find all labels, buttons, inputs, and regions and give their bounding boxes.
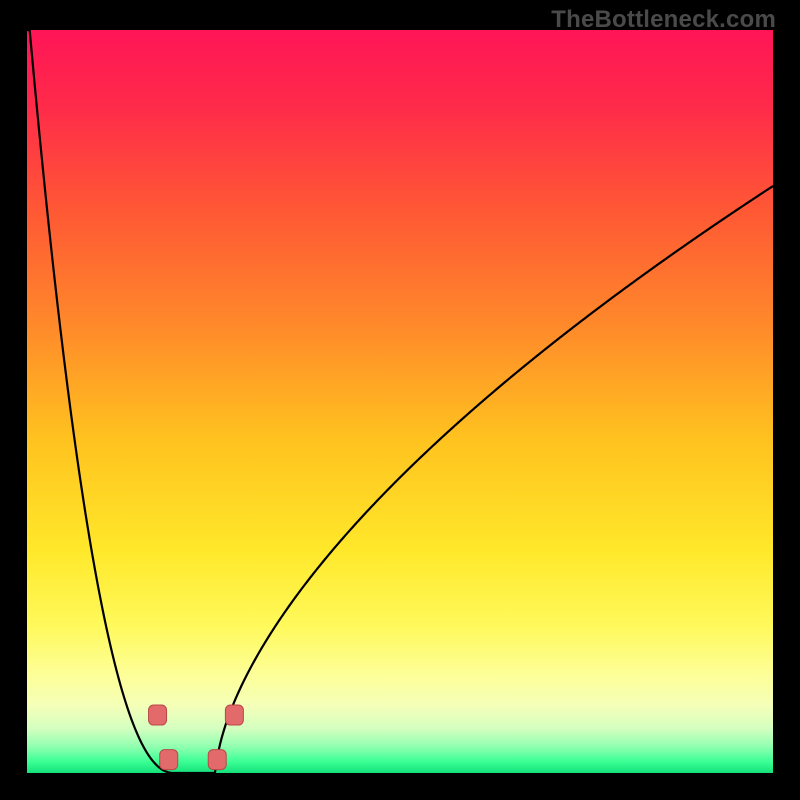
- curve-marker: [225, 705, 243, 725]
- watermark-text: TheBottleneck.com: [551, 6, 776, 34]
- curve-marker: [160, 750, 178, 770]
- plot-background: [27, 30, 773, 773]
- curve-marker: [149, 705, 167, 725]
- curve-marker: [208, 750, 226, 770]
- bottleneck-chart: [0, 0, 800, 800]
